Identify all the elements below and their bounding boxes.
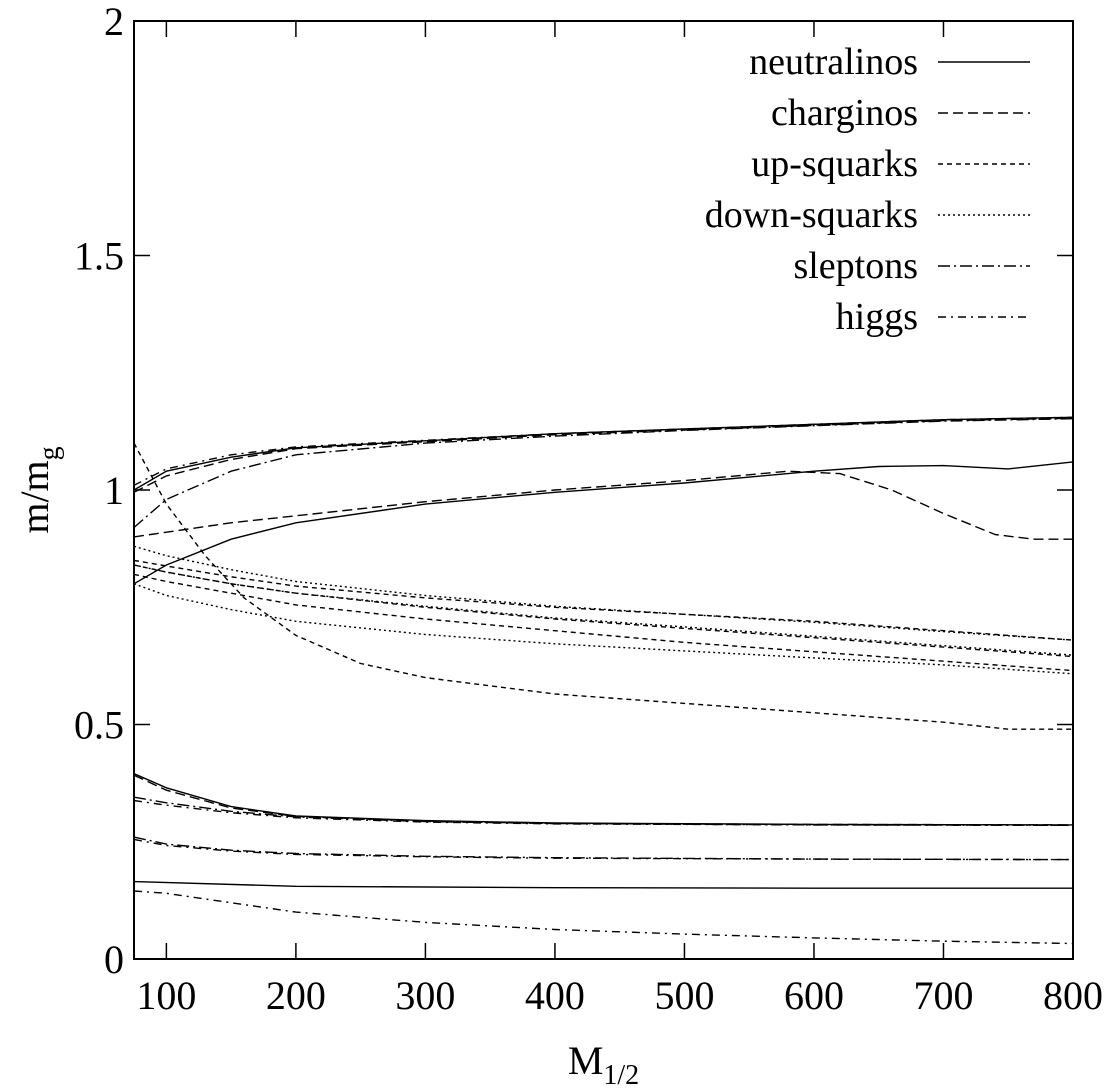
legend-label-neutralinos: neutralinos (749, 41, 918, 83)
series-sleptons-line-2 (133, 836, 1074, 861)
series-higgs-line-3 (133, 838, 1074, 861)
x-tick-label: 700 (913, 973, 973, 1018)
series-down-squarks-line-2 (133, 564, 1074, 656)
x-tick-label: 400 (525, 973, 585, 1018)
x-tick-label: 100 (136, 973, 196, 1018)
legend-label-sleptons: sleptons (793, 245, 918, 287)
y-tick-label: 0 (104, 937, 124, 982)
legend-label-up-squarks: up-squarks (751, 143, 918, 185)
series-neutralinos-line-2 (133, 773, 1074, 826)
x-tick-label: 500 (654, 973, 714, 1018)
series-higgs-line-1 (133, 890, 1074, 945)
legend-label-higgs: higgs (836, 296, 918, 338)
plot-lines (133, 416, 1074, 945)
legend-label-charginos: charginos (771, 92, 918, 134)
x-axis-label-subscript: 1/2 (603, 1060, 639, 1089)
series-up-squarks-line-2 (133, 559, 1074, 641)
series-down-squarks-line-3 (133, 583, 1074, 675)
x-tick-label: 600 (784, 973, 844, 1018)
series-up-squarks-line-3 (133, 564, 1074, 658)
y-tick-label: 1.5 (74, 234, 124, 279)
series-neutralinos-line-3 (133, 461, 1074, 585)
x-axis-label: M1/2 (568, 1038, 639, 1089)
y-axis-ticks: 0 0.5 1 1.5 2 (74, 0, 1073, 982)
x-tick-label: 800 (1043, 973, 1103, 1018)
y-tick-label: 0.5 (74, 703, 124, 748)
series-charginos-line-1 (133, 774, 1074, 826)
y-axis-label: m/mg (12, 446, 65, 533)
y-tick-label: 1 (104, 468, 124, 513)
series-down-squarks-line-1 (133, 545, 1074, 641)
x-tick-label: 200 (266, 973, 326, 1018)
series-sleptons-line-3 (133, 418, 1074, 529)
series-charginos-line-2 (133, 470, 1073, 540)
series-up-squarks-line-1 (133, 442, 1073, 730)
series-neutralinos-line-1 (133, 880, 1073, 889)
series-neutralinos-line-4 (133, 416, 1074, 491)
series-higgs-line-2 (133, 799, 1074, 826)
x-axis-ticks: 100 200 300 400 500 600 700 800 (136, 21, 1103, 1018)
series-charginos-line-3 (133, 417, 1074, 493)
x-axis-label-main: M (568, 1038, 604, 1083)
y-axis-label-main: m/m (12, 460, 57, 533)
series-up-squarks-line-4 (133, 573, 1074, 672)
y-tick-label: 2 (104, 0, 124, 44)
x-tick-label: 300 (395, 973, 455, 1018)
series-sleptons-line-1 (133, 796, 1074, 826)
legend: neutralinos charginos up-squarks down-squar… (705, 41, 1030, 338)
series-higgs-line-4 (133, 416, 1074, 486)
legend-label-down-squarks: down-squarks (705, 194, 918, 236)
y-axis-label-subscript: g (34, 446, 65, 460)
plot-frame (133, 20, 1074, 960)
